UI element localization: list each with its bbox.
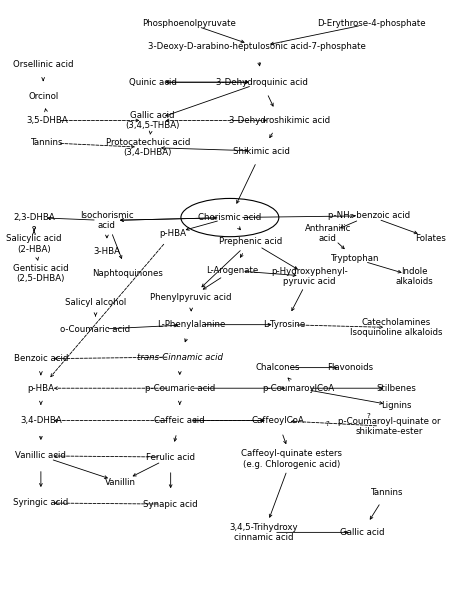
Text: Catecholamines
Isoquinoline alkaloids: Catecholamines Isoquinoline alkaloids (350, 318, 442, 337)
Text: Benzoic acid: Benzoic acid (14, 354, 68, 364)
Text: Phenylpyruvic acid: Phenylpyruvic acid (150, 292, 232, 302)
Text: L-Arogenate: L-Arogenate (206, 266, 258, 275)
Text: Anthranilic
acid: Anthranilic acid (305, 224, 351, 243)
Text: 3-HBA: 3-HBA (93, 247, 120, 256)
Text: o-Coumaric acid: o-Coumaric acid (61, 325, 131, 334)
Text: Chalcones: Chalcones (255, 363, 300, 372)
Text: CaffeoylCoA: CaffeoylCoA (251, 416, 304, 425)
Text: Phosphoenolpyruvate: Phosphoenolpyruvate (142, 19, 236, 28)
Text: Tannins: Tannins (31, 138, 64, 147)
Text: Salicyl alcohol: Salicyl alcohol (65, 298, 126, 307)
Text: Tannins: Tannins (371, 488, 403, 497)
Text: Folates: Folates (415, 233, 446, 243)
Text: p-Coumaroyl-quinate or
shikimate-ester: p-Coumaroyl-quinate or shikimate-ester (338, 417, 440, 436)
Text: p-Hydroxyphenyl-
pyruvic acid: p-Hydroxyphenyl- pyruvic acid (271, 267, 348, 286)
Text: Shikimic acid: Shikimic acid (233, 147, 290, 156)
Text: Lignins: Lignins (381, 402, 411, 410)
Text: 3,4,5-Trihydroxy
cinnamic acid: 3,4,5-Trihydroxy cinnamic acid (230, 523, 298, 542)
Text: p-HBA: p-HBA (27, 384, 55, 393)
Text: ?: ? (32, 226, 36, 235)
Text: p-Coumaric acid: p-Coumaric acid (145, 384, 215, 393)
Text: Gentisic acid
(2,5-DHBA): Gentisic acid (2,5-DHBA) (13, 264, 69, 283)
Text: Chorismic acid: Chorismic acid (198, 213, 262, 222)
Text: p-NH₂-benzoic acid: p-NH₂-benzoic acid (328, 211, 410, 220)
Text: Stilbenes: Stilbenes (376, 384, 416, 393)
Text: ?: ? (326, 421, 330, 426)
Text: Vanillic acid: Vanillic acid (16, 451, 66, 460)
Text: Flavonoids: Flavonoids (328, 363, 374, 372)
Text: p-HBA: p-HBA (159, 229, 186, 238)
Text: Indole
alkaloids: Indole alkaloids (395, 267, 433, 286)
Text: 3-Dehydroshikimic acid: 3-Dehydroshikimic acid (229, 116, 330, 125)
Text: Gallic acid: Gallic acid (340, 528, 384, 537)
Text: 3-Deoxy-D-arabino-heptulosonic acid-7-phosphate: 3-Deoxy-D-arabino-heptulosonic acid-7-ph… (148, 42, 366, 52)
Text: Syringic acid: Syringic acid (13, 498, 69, 507)
Text: L-Phenylalanine: L-Phenylalanine (157, 320, 225, 329)
Text: Vanillin: Vanillin (105, 478, 136, 487)
Text: Quinic acid: Quinic acid (128, 78, 176, 87)
Text: Caffeic acid: Caffeic acid (155, 416, 205, 425)
Text: Synapic acid: Synapic acid (143, 500, 198, 508)
Text: L-Tyrosine: L-Tyrosine (264, 320, 306, 329)
Text: Orsellinic acid: Orsellinic acid (13, 60, 73, 69)
Text: Ferulic acid: Ferulic acid (146, 453, 195, 462)
Text: 3-Dehydroquinic acid: 3-Dehydroquinic acid (216, 78, 308, 87)
Text: Orcinol: Orcinol (28, 93, 58, 102)
Text: D-Erythrose-4-phosphate: D-Erythrose-4-phosphate (317, 19, 425, 28)
Text: Protocatechuic acid
(3,4-DHBA): Protocatechuic acid (3,4-DHBA) (106, 138, 190, 157)
Text: Salicylic acid
(2-HBA): Salicylic acid (2-HBA) (6, 235, 62, 254)
Text: 3,5-DHBA: 3,5-DHBA (27, 116, 69, 125)
Text: Caffeoyl-quinate esters
(e.g. Chlorogenic acid): Caffeoyl-quinate esters (e.g. Chlorogeni… (241, 449, 342, 469)
Text: 2,3-DHBA: 2,3-DHBA (13, 213, 55, 222)
Text: Prephenic acid: Prephenic acid (219, 236, 282, 245)
Text: ?: ? (367, 413, 371, 419)
Text: p-CoumaroylCoA: p-CoumaroylCoA (262, 384, 334, 393)
Text: Naphtoquinones: Naphtoquinones (92, 269, 163, 278)
Text: Gallic acid
(3,4,5-THBA): Gallic acid (3,4,5-THBA) (125, 110, 180, 130)
Text: trans-Cinnamic acid: trans-Cinnamic acid (137, 352, 223, 362)
Text: Tryptophan: Tryptophan (331, 254, 379, 263)
Text: Isochorismic
acid: Isochorismic acid (80, 211, 134, 230)
Text: 3,4-DHBA: 3,4-DHBA (20, 416, 62, 425)
Ellipse shape (181, 198, 279, 236)
